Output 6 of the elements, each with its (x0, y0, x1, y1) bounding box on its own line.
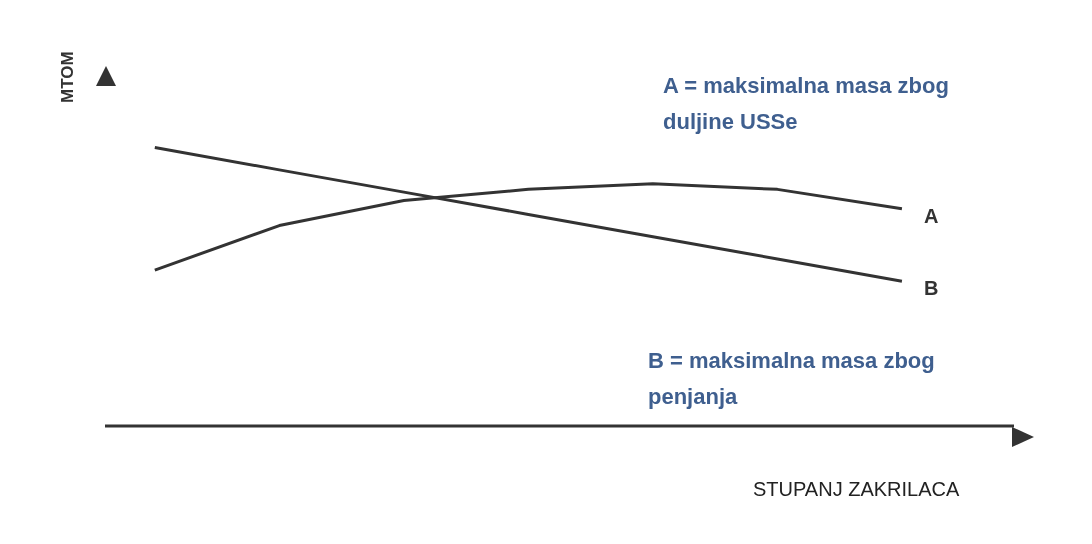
text: A = maksimalna masa zbog duljine USSe (663, 72, 950, 136)
y-axis-title: MTOM (58, 51, 78, 103)
x-axis-title: STUPANJ ZAKRILACA (753, 478, 960, 501)
annotation: B = maksimalna masa zbog penjanja (648, 347, 936, 411)
series-label: B (923, 277, 939, 300)
series-label: A (923, 204, 939, 227)
